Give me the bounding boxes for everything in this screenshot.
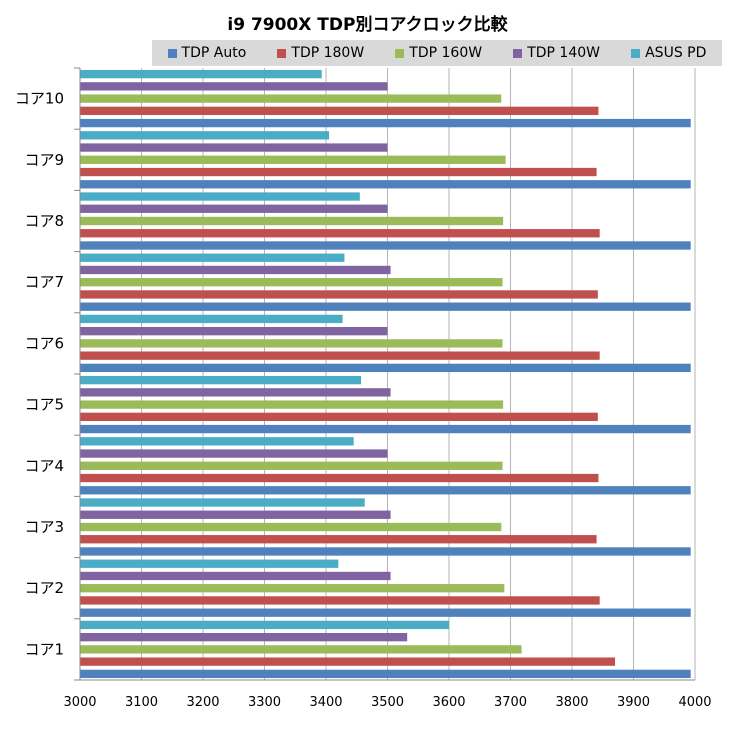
- bar: [80, 180, 691, 189]
- category-label: コア2: [24, 579, 64, 597]
- legend-label: TDP 140W: [527, 45, 600, 61]
- bar: [80, 94, 502, 103]
- bar: [80, 375, 362, 385]
- x-tick-label: 3800: [555, 695, 588, 710]
- legend: TDP Auto TDP 180W TDP 160W TDP 140W ASUS PD: [152, 40, 722, 66]
- legend-item: TDP 140W: [513, 45, 600, 61]
- bar: [80, 620, 449, 630]
- legend-item: TDP Auto: [167, 45, 247, 61]
- bar: [80, 388, 391, 397]
- bar: [80, 645, 522, 654]
- x-tick-label: 3900: [617, 695, 650, 710]
- chart-title: i9 7900X TDP別コアクロック比較: [227, 15, 508, 35]
- bar: [80, 473, 599, 483]
- bar: [80, 253, 345, 262]
- bar: [80, 278, 503, 287]
- category-label: コア9: [24, 151, 64, 169]
- category-label: コア10: [15, 90, 64, 108]
- legend-swatch: [167, 48, 177, 58]
- x-tick-label: 4000: [678, 695, 711, 710]
- bar: [80, 204, 388, 213]
- category-label: コア8: [24, 212, 64, 230]
- bar: [80, 192, 360, 201]
- category-label: コア7: [24, 273, 64, 291]
- bar: [80, 82, 388, 91]
- legend-swatch: [395, 48, 405, 58]
- bar: [80, 326, 388, 336]
- x-tick-label: 3400: [309, 695, 342, 710]
- bar: [80, 486, 691, 495]
- bar: [80, 547, 691, 556]
- bar: [80, 118, 691, 128]
- bar: [80, 167, 597, 177]
- legend-swatch: [631, 48, 641, 58]
- category-label: コア6: [24, 334, 64, 352]
- bar: [80, 131, 330, 140]
- legend-item: TDP 180W: [277, 45, 364, 61]
- category-label: コア4: [24, 457, 64, 475]
- legend-item: ASUS PD: [631, 45, 706, 61]
- bar: [80, 265, 391, 275]
- bar: [80, 584, 505, 593]
- bar: [80, 571, 391, 581]
- bar: [80, 596, 600, 605]
- bar: [80, 424, 691, 434]
- category-label: コア5: [24, 396, 64, 414]
- legend-label: TDP Auto: [181, 45, 247, 61]
- bar: [80, 351, 600, 360]
- category-label: コア1: [24, 640, 64, 658]
- category-label: コア3: [24, 518, 64, 536]
- x-tick-label: 3200: [186, 695, 219, 710]
- x-tick-label: 3700: [494, 695, 527, 710]
- bar: [80, 632, 408, 642]
- legend-swatch: [277, 48, 287, 58]
- bar: [80, 412, 598, 422]
- bar: [80, 339, 503, 348]
- bar: [80, 657, 616, 666]
- bar: [80, 535, 597, 544]
- bar: [80, 241, 691, 250]
- bar: [80, 461, 503, 470]
- x-tick-label: 3600: [432, 695, 465, 710]
- bar: [80, 522, 502, 532]
- legend-label: TDP 160W: [409, 45, 483, 61]
- legend-item: TDP 160W: [395, 45, 482, 61]
- x-tick-label: 3500: [371, 695, 404, 710]
- bar: [80, 510, 391, 519]
- bar: [80, 69, 322, 79]
- legend-label: TDP 180W: [291, 45, 365, 61]
- bar: [80, 400, 504, 409]
- bar: [80, 143, 388, 152]
- bar: [80, 106, 599, 116]
- bar: [80, 314, 343, 324]
- legend-swatch: [513, 48, 523, 58]
- bar: [80, 363, 691, 373]
- bar: [80, 302, 691, 311]
- x-tick-label: 3000: [63, 695, 96, 710]
- bar: [80, 449, 388, 458]
- legend-label: ASUS PD: [645, 45, 707, 61]
- bar: [80, 669, 691, 679]
- bar: [80, 498, 365, 507]
- x-tick-label: 3100: [125, 695, 158, 710]
- bar: [80, 216, 504, 226]
- x-tick-label: 3300: [248, 695, 281, 710]
- bar: [80, 608, 691, 617]
- bar: [80, 155, 506, 164]
- bar: [80, 229, 600, 238]
- bar: [80, 559, 339, 568]
- bar: [80, 290, 598, 299]
- bar: [80, 437, 354, 446]
